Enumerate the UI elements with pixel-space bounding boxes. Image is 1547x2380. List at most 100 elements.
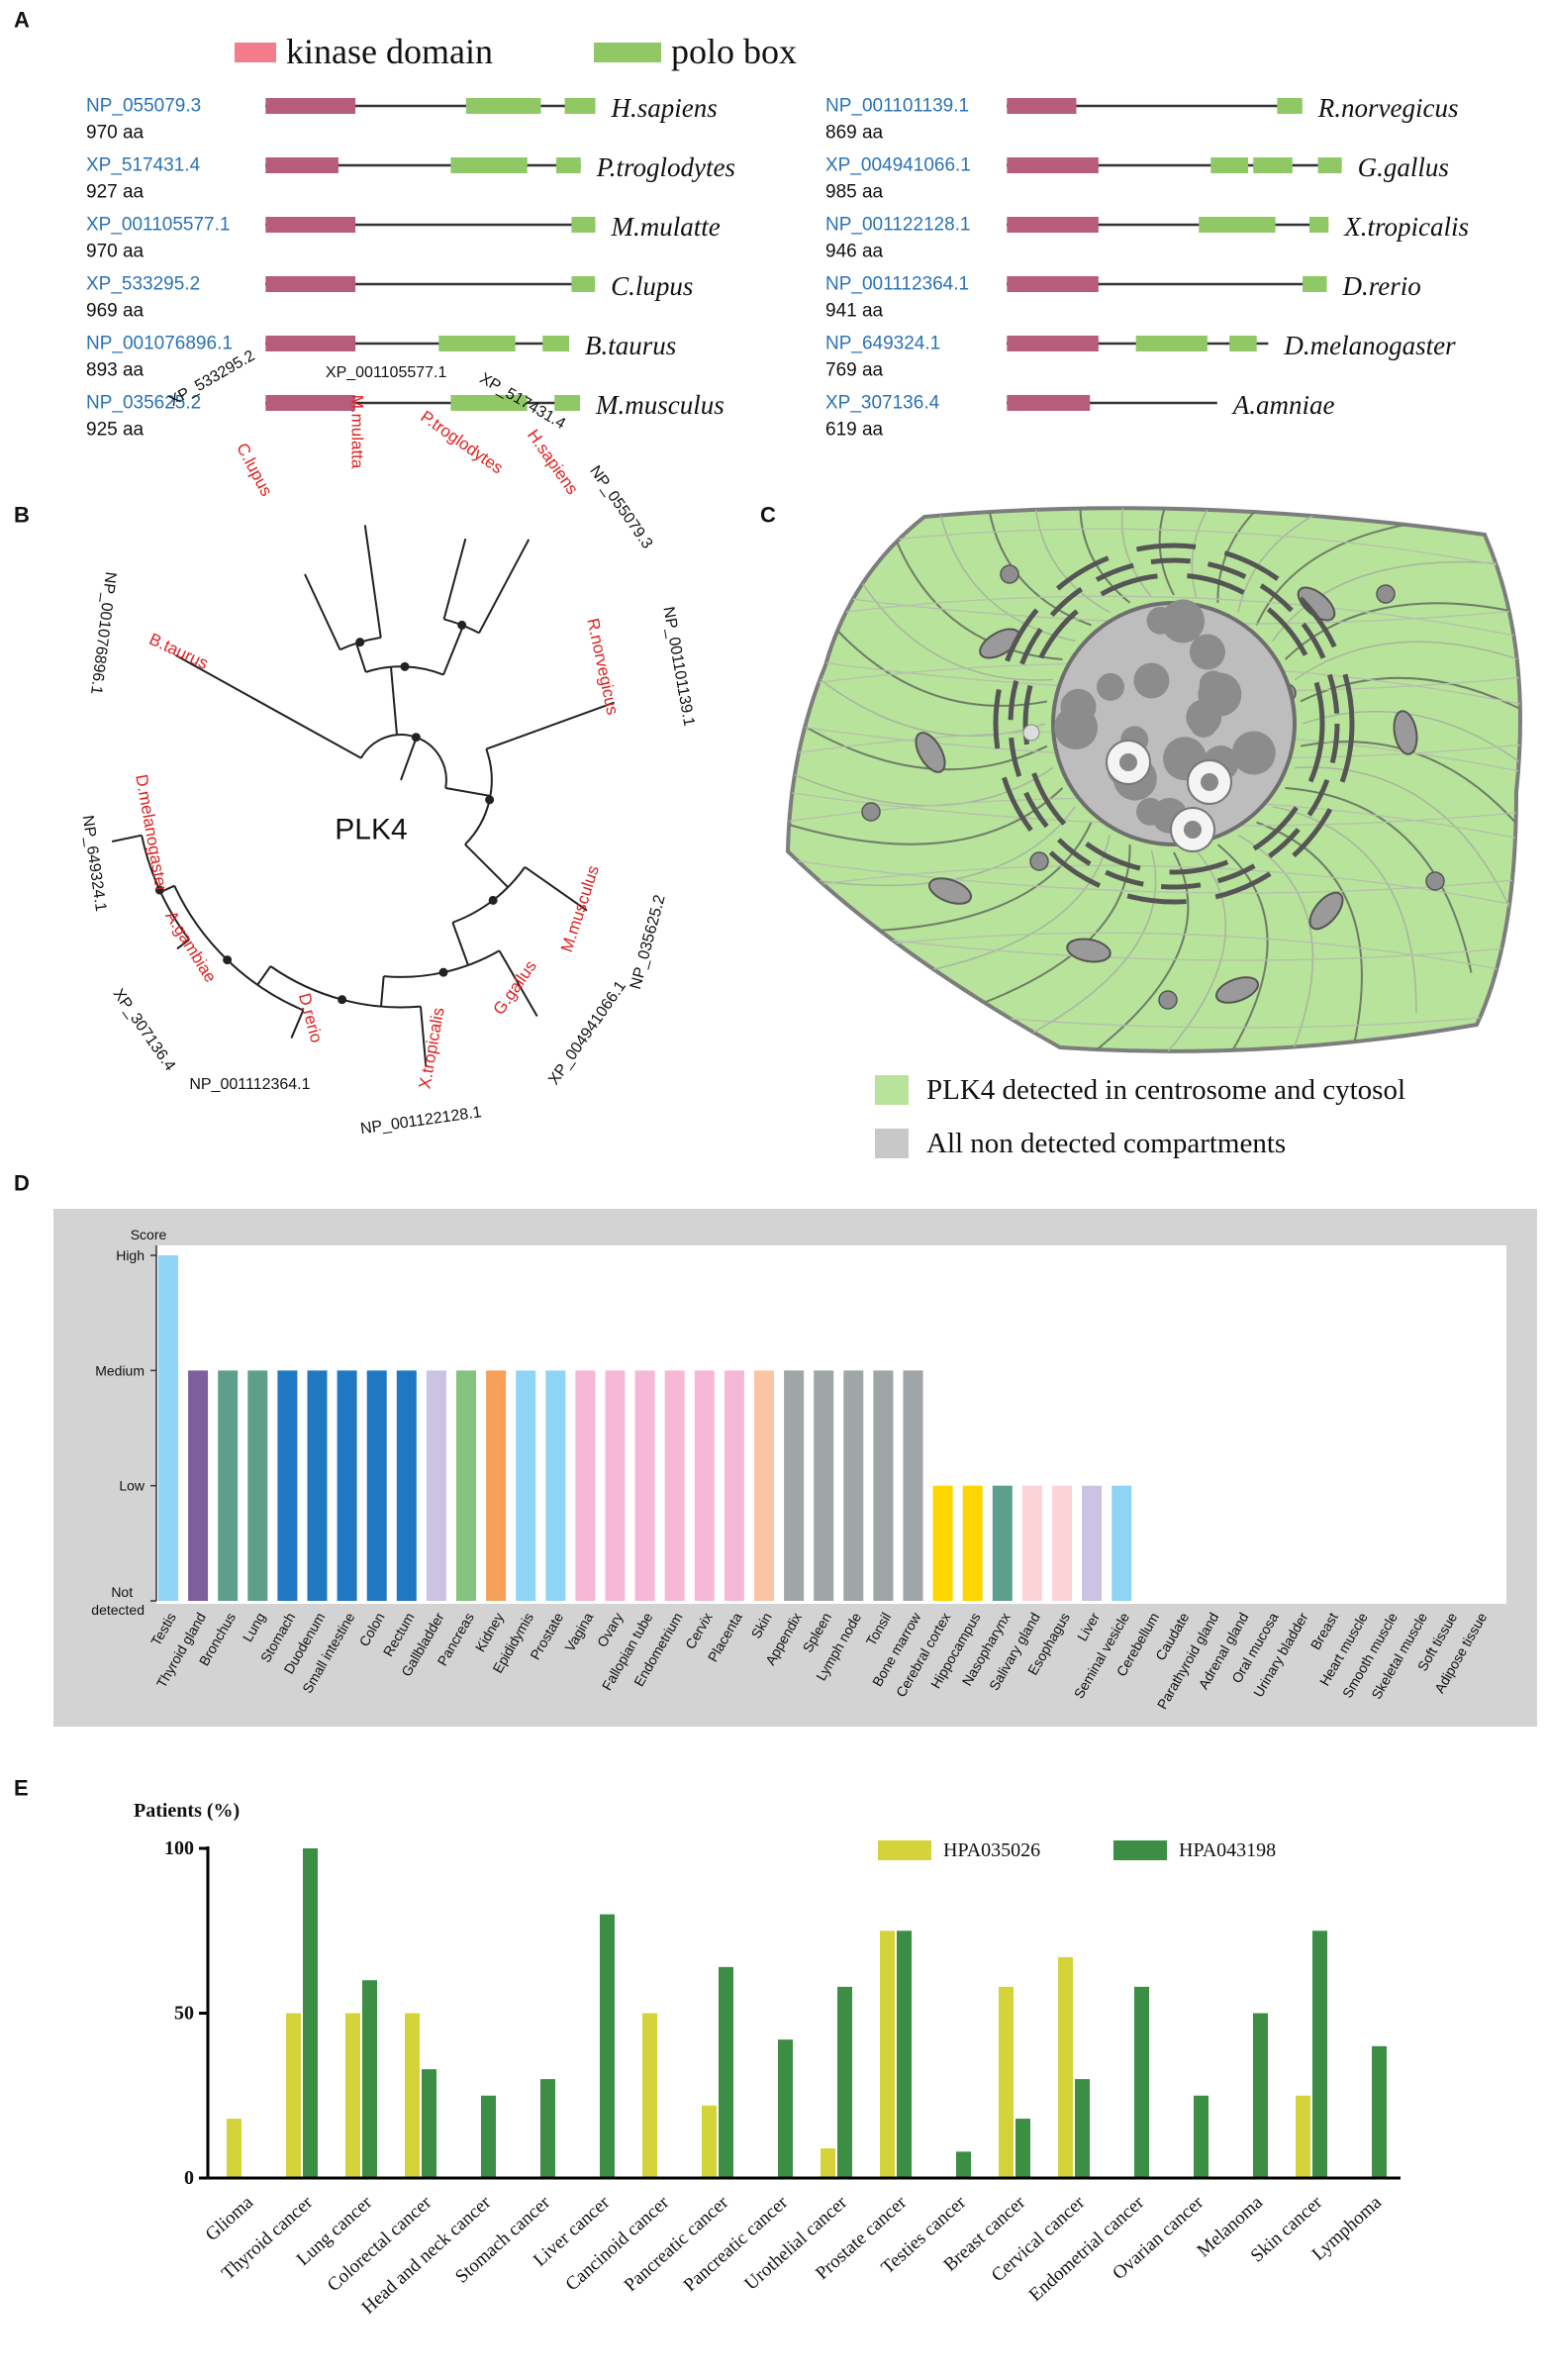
branch xyxy=(420,1006,428,1067)
legend-swatch xyxy=(878,1840,931,1860)
x-tick-label: Colorectal cancer xyxy=(324,2192,436,2296)
mitochondrion xyxy=(915,732,946,773)
bar xyxy=(540,2079,555,2178)
mitochondrion xyxy=(1214,976,1260,1004)
bar xyxy=(1194,2095,1209,2178)
length-label: 985 aa xyxy=(825,182,884,203)
bar xyxy=(1058,1956,1073,2178)
accession: XP_533295.2 xyxy=(86,274,200,295)
filament xyxy=(1302,710,1520,813)
accession-label: NP_649324.1 xyxy=(79,814,109,912)
branch xyxy=(304,573,341,650)
chromatin xyxy=(1199,670,1227,699)
node xyxy=(223,955,233,965)
nucleolus-core xyxy=(1119,753,1137,771)
polo-box xyxy=(438,336,516,351)
vesicle xyxy=(861,802,881,822)
polo-box xyxy=(542,336,570,351)
er-membrane xyxy=(1008,557,1340,890)
bar xyxy=(634,1370,655,1601)
bar xyxy=(303,1848,318,2178)
length-label: 869 aa xyxy=(825,123,884,144)
bar xyxy=(664,1370,685,1601)
bar xyxy=(1082,1485,1103,1601)
kinase-domain xyxy=(265,217,356,233)
panel-label: A xyxy=(14,8,30,33)
x-tick-label: Cancinoid cancer xyxy=(562,2192,674,2296)
bar xyxy=(642,2013,657,2178)
vesicle xyxy=(1029,851,1049,871)
accession: NP_001076896.1 xyxy=(86,334,233,354)
accession-label: NP_055079.3 xyxy=(586,463,655,552)
kinase-domain xyxy=(265,98,356,114)
chromatin xyxy=(1186,699,1222,736)
bar xyxy=(903,1370,923,1601)
branch xyxy=(390,666,398,736)
branch xyxy=(442,625,464,675)
bar xyxy=(814,1370,834,1601)
species-label: M.musculus xyxy=(557,863,603,954)
filament xyxy=(1002,849,1157,1049)
y-tick-label: Low xyxy=(119,1478,145,1494)
bar xyxy=(956,2151,971,2178)
kinase-domain xyxy=(1007,395,1091,411)
mitochondrion xyxy=(1393,710,1418,755)
bar xyxy=(600,1914,615,2178)
length-label: 893 aa xyxy=(86,360,145,381)
species: C.lupus xyxy=(611,271,693,301)
bar xyxy=(1021,1485,1042,1601)
species: A.amniae xyxy=(1231,390,1335,420)
vesicle xyxy=(1158,990,1178,1010)
branch xyxy=(442,538,467,620)
bar xyxy=(247,1370,268,1601)
branch xyxy=(111,834,143,843)
cytoskeleton xyxy=(788,508,1520,1051)
chromatin xyxy=(1054,706,1099,750)
mitochondrion xyxy=(1066,938,1112,963)
species-label: M.mulatta xyxy=(348,395,367,469)
species: B.taurus xyxy=(585,331,676,360)
species-label: H.sapiens xyxy=(524,426,582,498)
x-tick-label: Urothelial cancer xyxy=(740,2192,851,2295)
y-tick-label: Medium xyxy=(95,1362,145,1378)
bar xyxy=(366,1370,387,1601)
bar xyxy=(605,1370,626,1601)
accession: NP_649324.1 xyxy=(825,334,940,354)
species: P.troglodytes xyxy=(596,152,735,182)
bar xyxy=(962,1485,983,1601)
filament xyxy=(1295,766,1518,926)
filament xyxy=(1079,508,1134,604)
length-label: 927 aa xyxy=(86,182,145,203)
bar xyxy=(932,1485,953,1601)
legend-swatch xyxy=(1113,1840,1167,1860)
y-tick-label: Not detected xyxy=(91,1584,145,1618)
accession-label: NP_001101139.1 xyxy=(659,606,697,728)
polo-box xyxy=(1277,98,1303,114)
vesicle xyxy=(1376,584,1396,604)
bar xyxy=(307,1370,328,1601)
branch xyxy=(451,922,469,966)
node xyxy=(338,995,347,1005)
bar xyxy=(719,1966,733,2178)
kinase-domain xyxy=(1007,98,1077,114)
polo-box xyxy=(1210,157,1249,173)
accession: XP_001105577.1 xyxy=(86,215,230,236)
length-label: 970 aa xyxy=(86,123,145,144)
legend-swatch xyxy=(594,43,661,62)
bar xyxy=(396,1370,417,1601)
bar xyxy=(188,1370,209,1601)
polo-box xyxy=(554,395,581,411)
x-tick-label: Pancreatic cancer xyxy=(680,2192,793,2296)
branch xyxy=(380,976,385,1007)
bar xyxy=(897,1931,912,2178)
bar xyxy=(880,1931,895,2178)
bar xyxy=(481,2095,496,2178)
bar xyxy=(456,1370,476,1601)
filament xyxy=(788,757,1054,807)
chromatin xyxy=(1146,606,1175,635)
bar xyxy=(545,1370,566,1601)
bar xyxy=(286,2013,301,2178)
filament xyxy=(1237,834,1314,1051)
polo-box xyxy=(1303,276,1327,292)
filament xyxy=(835,822,1093,933)
